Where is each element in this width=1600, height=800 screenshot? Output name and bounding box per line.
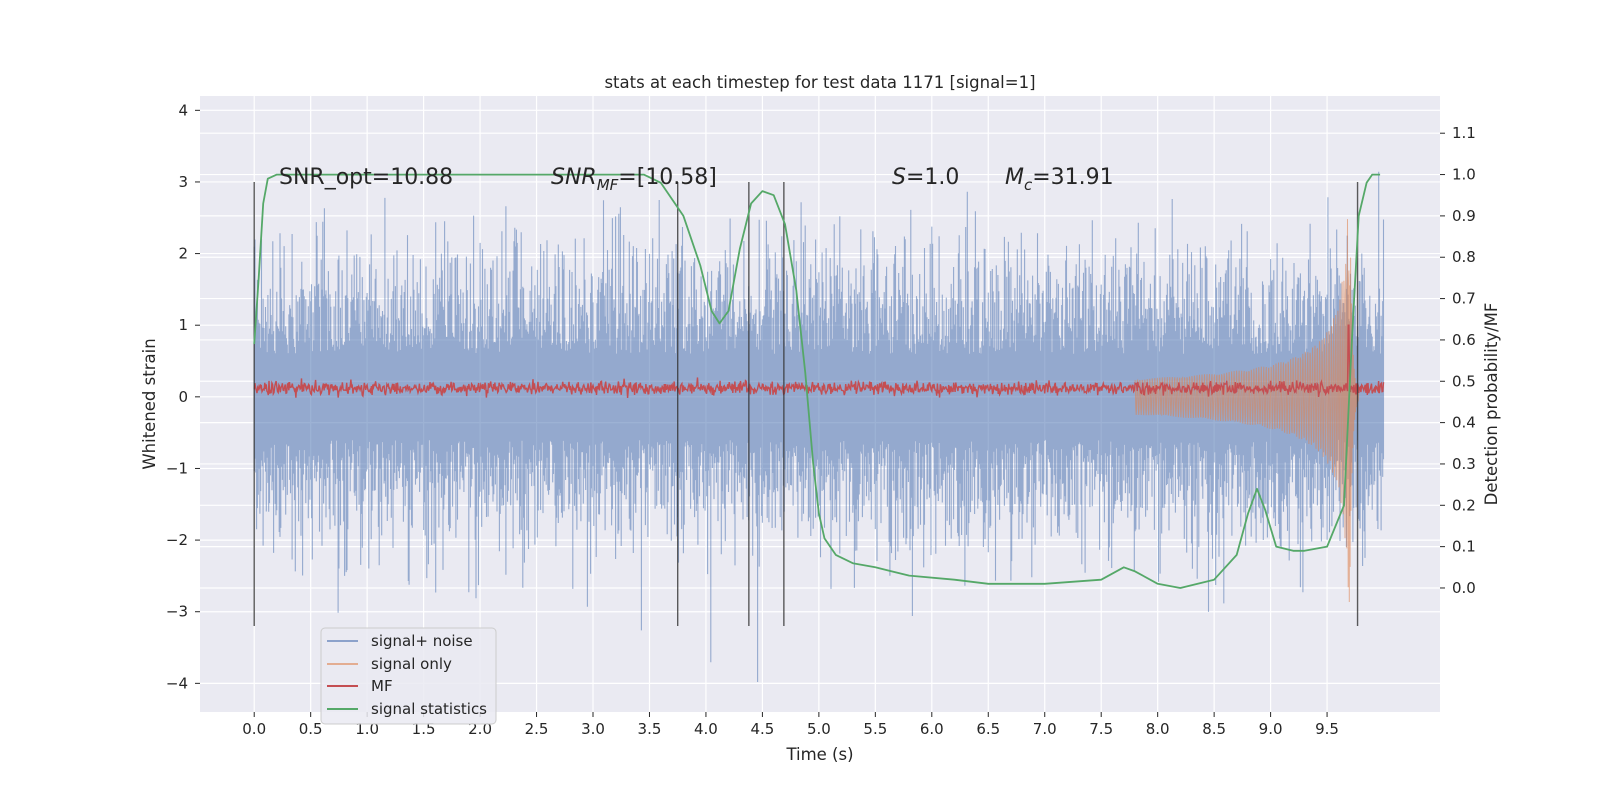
y-tick-label: 4 — [178, 101, 188, 119]
legend-label-signal-noise: signal+ noise — [371, 632, 473, 650]
y2-tick-label: 0.8 — [1452, 248, 1476, 266]
signal-only-series — [1134, 219, 1360, 603]
annotations: SNR_opt=10.88 SNRMF=[10.58] S=1.0 Mc=31.… — [279, 165, 1114, 194]
x-tick-label: 3.0 — [581, 720, 605, 738]
mc-annotation: Mc=31.91 — [1005, 165, 1114, 194]
y-axis-ticks: 4 3 2 1 0 −1 −2 −3 −4 — [166, 101, 200, 692]
legend-label-mf: MF — [371, 677, 393, 695]
y-tick-label: 1 — [178, 316, 188, 334]
x-axis-ticks: 0.0 0.5 1.0 1.5 2.0 2.5 3.0 3.5 4.0 4.5 5.0 5.5 6.0 6… — [242, 712, 1339, 738]
x-tick-label: 2.5 — [525, 720, 549, 738]
x-tick-label: 8.5 — [1202, 720, 1226, 738]
x-tick-label: 5.0 — [807, 720, 831, 738]
mf-trace — [253, 324, 1385, 398]
snr-mf-value: =[10.58] — [618, 165, 717, 190]
signal-statistics-trace — [253, 173, 1381, 589]
legend-box — [320, 627, 497, 725]
y-tick-label: 2 — [178, 245, 188, 263]
event-markers — [253, 181, 1359, 627]
y2-axis-ticks: 1.1 1.0 0.9 0.8 0.7 0.6 0.5 0.4 0.3 0.2 0.1 0.0 — [1440, 124, 1476, 597]
y2-tick-label: 0.2 — [1452, 496, 1476, 514]
y2-tick-label: 0.9 — [1452, 207, 1476, 225]
snr-mf-label: SNR — [551, 165, 597, 190]
x-tick-label: 0.0 — [242, 720, 266, 738]
s-label: S — [892, 165, 906, 190]
y-tick-label: −3 — [166, 603, 188, 621]
y2-tick-label: 1.0 — [1452, 166, 1476, 184]
y-tick-label: −1 — [166, 459, 188, 477]
signal-only-trace — [1134, 219, 1360, 603]
x-tick-label: 8.0 — [1146, 720, 1170, 738]
x-tick-label: 9.5 — [1315, 720, 1339, 738]
x-tick-label: 7.5 — [1089, 720, 1113, 738]
x-axis-label: Time (s) — [785, 745, 853, 764]
y2-tick-label: 0.6 — [1452, 331, 1476, 349]
legend-label-signal-statistics: signal statistics — [371, 700, 487, 718]
mc-value: =31.91 — [1032, 165, 1113, 190]
legend-label-signal-only: signal only — [371, 655, 452, 673]
chart-title: stats at each timestep for test data 117… — [604, 73, 1035, 92]
x-tick-label: 5.5 — [863, 720, 887, 738]
legend: signal+ noise signal only MF signal stat… — [320, 627, 497, 725]
y-tick-label: −4 — [166, 674, 188, 692]
x-tick-label: 3.5 — [638, 720, 662, 738]
snr-mf-annotation: SNRMF=[10.58] — [551, 165, 717, 194]
x-tick-label: 7.0 — [1033, 720, 1057, 738]
y2-tick-label: 0.7 — [1452, 290, 1476, 308]
y-tick-label: −2 — [166, 531, 188, 549]
y2-tick-label: 0.1 — [1452, 538, 1476, 556]
snr-mf-subscript: MF — [597, 176, 619, 194]
y2-tick-label: 0.5 — [1452, 372, 1476, 390]
y-tick-label: 3 — [178, 173, 188, 191]
y2-tick-label: 0.3 — [1452, 455, 1476, 473]
signal-statistics-series — [253, 173, 1381, 589]
y2-tick-label: 1.1 — [1452, 124, 1476, 142]
s-value: =1.0 — [906, 165, 959, 190]
x-tick-label: 9.0 — [1259, 720, 1283, 738]
x-tick-label: 0.5 — [299, 720, 323, 738]
mc-subscript: c — [1024, 176, 1033, 194]
mc-label: M — [1005, 165, 1024, 190]
y-tick-label: 0 — [178, 388, 188, 406]
x-tick-label: 4.5 — [750, 720, 774, 738]
mf-series — [253, 324, 1385, 398]
x-tick-label: 4.0 — [694, 720, 718, 738]
snr-opt-annotation: SNR_opt=10.88 — [279, 165, 453, 190]
y2-tick-label: 0.0 — [1452, 579, 1476, 597]
s-annotation: S=1.0 — [892, 165, 959, 190]
x-tick-label: 6.0 — [920, 720, 944, 738]
y-axis-label: Whitened strain — [140, 338, 159, 469]
y2-tick-label: 0.4 — [1452, 414, 1476, 432]
y2-axis-label: Detection probability/MF — [1482, 303, 1501, 506]
x-tick-label: 6.5 — [976, 720, 1000, 738]
